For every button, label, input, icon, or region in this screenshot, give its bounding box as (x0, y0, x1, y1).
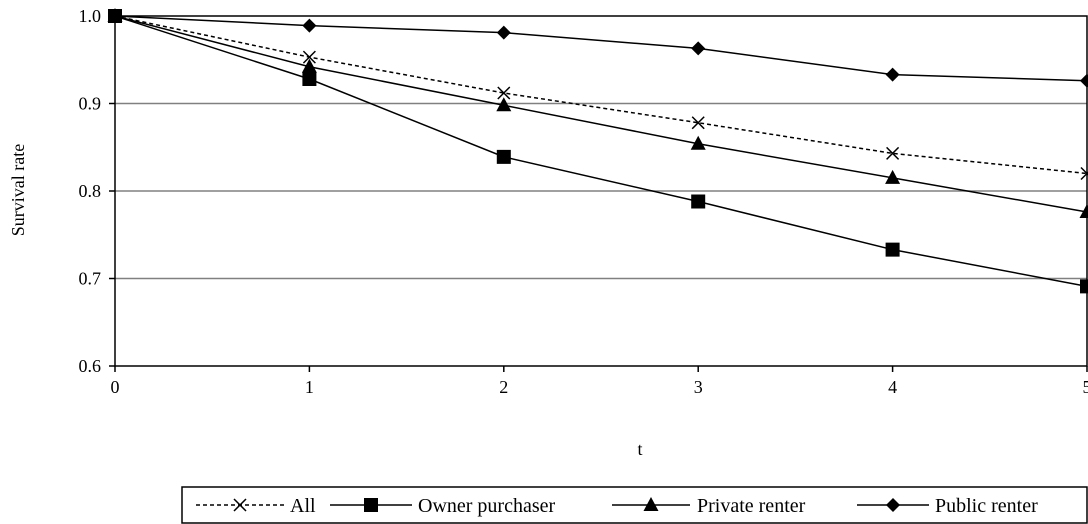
data-point-private-renter (1079, 204, 1088, 218)
data-point-public-renter (302, 18, 317, 33)
legend-item-all: All (196, 495, 316, 517)
legend-item-owner-purchaser: Owner purchaser (330, 495, 555, 517)
series-public-renter (108, 9, 1088, 88)
series-owner-purchaser (108, 9, 1088, 294)
data-point-public-renter (496, 25, 511, 40)
y-axis-title: Survival rate (8, 144, 28, 236)
data-point-public-renter (1080, 73, 1088, 88)
data-point-all (497, 86, 511, 100)
y-tick-label: 1.0 (79, 6, 102, 26)
legend-label: Owner purchaser (418, 495, 555, 517)
x-tick-label: 0 (111, 377, 120, 397)
y-tick-label: 0.9 (79, 94, 102, 114)
data-point-private-renter (496, 97, 512, 112)
x-axis-title: t (637, 439, 642, 459)
legend-item-private-renter: Private renter (612, 495, 806, 517)
y-tick-label: 0.8 (79, 181, 102, 201)
series-line-owner-purchaser (114, 15, 1088, 288)
data-point-all (302, 50, 316, 64)
legend-marker (643, 497, 659, 511)
legend-marker (233, 498, 247, 512)
data-point-private-renter (690, 135, 706, 150)
series-all (108, 9, 1088, 181)
legend-marker (364, 498, 378, 512)
series-line-public-renter (114, 15, 1088, 82)
data-point-owner-purchaser (1080, 279, 1088, 294)
data-point-all (691, 116, 705, 130)
legend-marker (886, 498, 900, 512)
y-tick-label: 0.6 (79, 356, 102, 376)
legend-item-public-renter: Public renter (857, 495, 1038, 517)
data-point-public-renter (691, 41, 706, 56)
legend-label: All (290, 495, 316, 517)
y-tick-label: 0.7 (79, 269, 102, 289)
series-line-all (114, 15, 1088, 175)
x-tick-labels: 0 1 2 3 4 5 (111, 377, 1088, 397)
series-layer (107, 8, 1088, 294)
gridlines (115, 102, 1087, 280)
x-tick-label: 2 (499, 377, 508, 397)
x-tick-label: 5 (1083, 377, 1088, 397)
y-tick-labels: 0.6 0.7 0.8 0.9 1.0 (79, 6, 102, 376)
legend-label: Public renter (935, 495, 1038, 517)
data-point-all (108, 9, 122, 23)
data-point-owner-purchaser (691, 194, 706, 209)
x-tick-label: 1 (305, 377, 314, 397)
x-tick-label: 3 (694, 377, 703, 397)
data-point-all (1080, 166, 1088, 181)
data-point-public-renter (885, 67, 900, 82)
data-point-owner-purchaser (885, 242, 900, 257)
legend: All Owner purchaser Private renter Public r… (181, 486, 1088, 524)
series-line-private-renter (114, 15, 1088, 213)
data-point-private-renter (301, 58, 317, 73)
x-tick-label: 4 (888, 377, 897, 397)
legend-label: Private renter (697, 495, 806, 517)
data-point-owner-purchaser (496, 149, 511, 164)
data-point-all (886, 146, 900, 160)
data-point-owner-purchaser (302, 72, 317, 86)
data-point-private-renter (885, 169, 901, 184)
axes (109, 15, 1088, 372)
